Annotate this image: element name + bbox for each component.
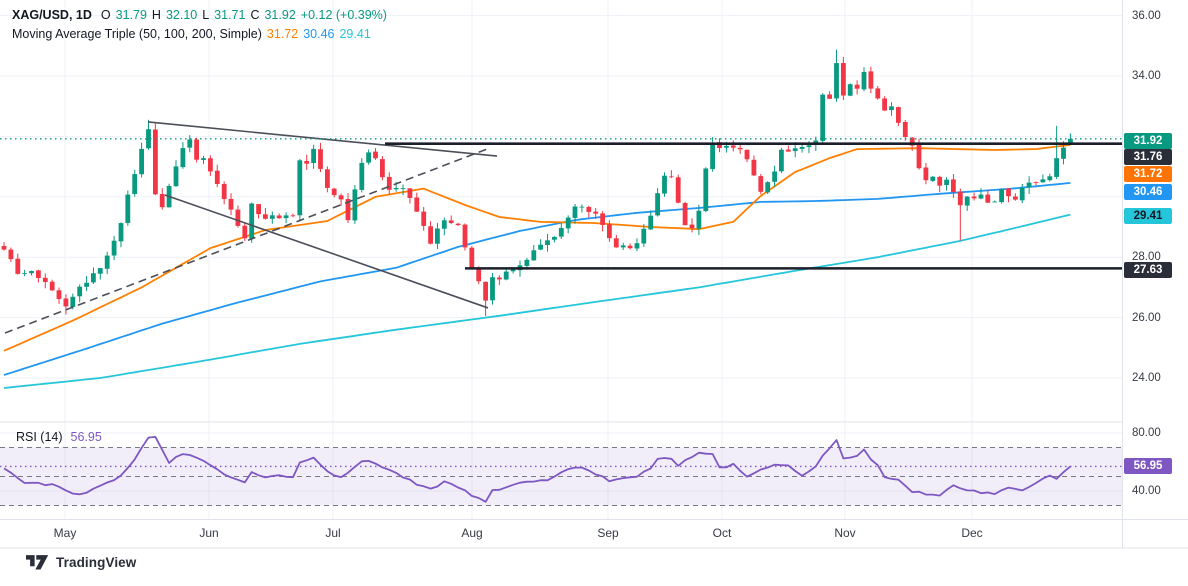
price-tick-label: 36.00 — [1132, 9, 1161, 22]
time-tick-label: Sep — [597, 526, 619, 540]
price-badge: 29.41 — [1124, 208, 1172, 224]
time-tick-label: May — [53, 526, 77, 540]
time-scale[interactable]: May Jun Jul Aug Sep Oct Nov Dec — [0, 521, 1122, 547]
rsi-legend: RSI (14) 56.95 — [16, 430, 102, 444]
ma100-value: 30.46 — [303, 27, 335, 41]
rsi-tick-label: 80.00 — [1132, 427, 1161, 439]
sma200-line — [3, 213, 1071, 389]
tradingview-brand-text: TradingView — [56, 555, 137, 570]
rsi-badge: 56.95 — [1124, 458, 1172, 474]
ma-indicator-title[interactable]: Moving Average Triple (50, 100, 200, Sim… — [12, 27, 262, 41]
pane-separators — [0, 0, 1188, 549]
drawings[interactable] — [0, 121, 1122, 468]
symbol-title[interactable]: XAG/USD, 1D — [12, 8, 92, 22]
price-badge: 30.46 — [1124, 184, 1172, 200]
rsi-tick-label: 40.00 — [1132, 485, 1161, 497]
time-tick-label: Nov — [834, 526, 856, 540]
close-value: 31.92 — [264, 8, 296, 22]
price-tick-label: 24.00 — [1132, 372, 1161, 384]
price-badge: 31.72 — [1124, 166, 1172, 182]
price-scale[interactable]: 36.00 34.00 28.00 26.00 24.00 80.00 40.00 31.92… — [1123, 0, 1188, 548]
candles — [1, 49, 1073, 317]
ma50-value: 31.72 — [266, 27, 299, 41]
price-tick-label: 26.00 — [1132, 311, 1161, 324]
time-tick-label: Jul — [325, 526, 341, 540]
high-label: H — [151, 8, 161, 22]
low-label: L — [202, 8, 210, 22]
price-tick-label: 28.00 — [1132, 251, 1161, 264]
open-label: O — [100, 8, 111, 22]
price-tick-label: 34.00 — [1132, 70, 1161, 82]
time-tick-label: Dec — [961, 526, 983, 540]
sma100-line — [3, 182, 1071, 376]
open-value: 31.79 — [115, 8, 147, 22]
sma50-line — [3, 144, 1071, 352]
time-tick-label: Aug — [461, 526, 483, 540]
price-badge: 27.63 — [1124, 262, 1172, 278]
close-label: C — [250, 8, 260, 22]
price-badge: 31.76 — [1124, 149, 1172, 165]
high-value: 32.10 — [165, 8, 198, 22]
time-tick-label: Oct — [712, 526, 732, 540]
rsi-indicator-title[interactable]: RSI (14) — [16, 430, 63, 444]
tradingview-attribution[interactable]: TradingView — [26, 554, 136, 571]
gridlines — [0, 0, 1122, 519]
price-badge: 31.92 — [1124, 133, 1172, 149]
low-value: 31.71 — [214, 8, 246, 22]
time-tick-label: Jun — [199, 526, 219, 540]
chart-legend: XAG/USD, 1D O 31.79 H 32.10 L 31.71 C 31… — [12, 6, 387, 44]
tradingview-logo-icon — [26, 555, 49, 570]
rsi-value: 56.95 — [70, 430, 102, 444]
change-value: +0.12 (+0.39%) — [300, 8, 387, 22]
rsi-line — [3, 435, 1071, 503]
symbol-legend-row: XAG/USD, 1D O 31.79 H 32.10 L 31.71 C 31… — [12, 6, 387, 25]
ma-legend-row: Moving Average Triple (50, 100, 200, Sim… — [12, 25, 387, 44]
rsi-band — [0, 447, 1122, 506]
ma200-value: 29.41 — [339, 27, 371, 41]
